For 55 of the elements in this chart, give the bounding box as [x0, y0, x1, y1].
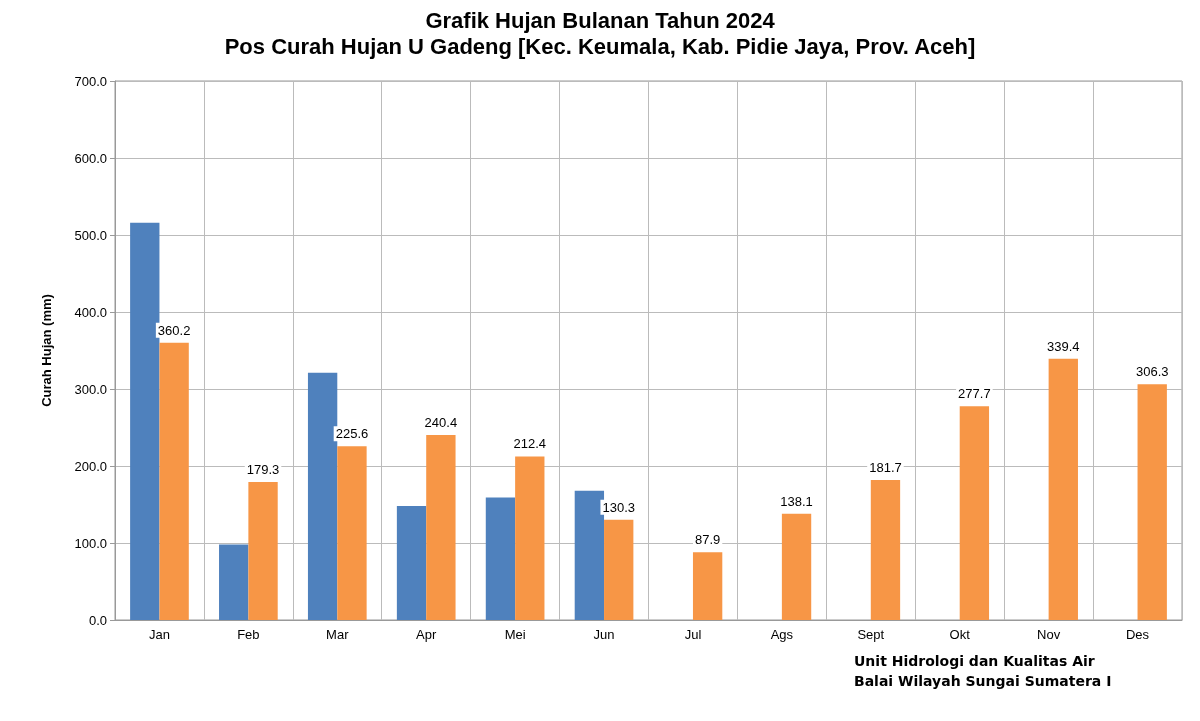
y-tick-label: 300.0	[74, 381, 107, 397]
data-label: 240.4	[424, 414, 458, 430]
y-tick-label: 400.0	[74, 304, 107, 320]
bar	[159, 342, 189, 620]
x-tick-label: Sept	[857, 627, 885, 642]
data-label: 212.4	[513, 436, 547, 452]
x-tick-label: Jun	[593, 627, 615, 642]
bar	[781, 513, 812, 620]
data-label: 179.3	[246, 461, 280, 477]
bar	[959, 406, 990, 620]
data-label: 360.2	[157, 322, 191, 338]
y-tick-label: 500.0	[74, 227, 107, 243]
x-tick-label: Jul	[684, 627, 702, 642]
bar	[1137, 384, 1167, 620]
x-tick-label: Jan	[148, 627, 170, 642]
chart-title: Grafik Hujan Bulanan Tahun 2024	[425, 7, 776, 33]
x-tick-label: Nov	[1037, 627, 1061, 642]
data-label: 225.6	[335, 426, 369, 442]
bar	[515, 456, 545, 620]
bar	[337, 446, 367, 620]
y-tick-label: 700.0	[74, 73, 107, 89]
bar	[574, 490, 605, 620]
data-label: 306.3	[1135, 364, 1169, 380]
data-label: 87.9	[694, 532, 721, 548]
bar	[604, 519, 634, 620]
x-tick-label: Feb	[237, 627, 260, 642]
y-tick-label: 0.0	[88, 612, 107, 628]
bar	[219, 544, 249, 620]
y-axis-title: Curah Hujan (mm)	[39, 294, 54, 407]
bar	[426, 434, 456, 620]
bar	[485, 497, 516, 620]
bar	[692, 552, 723, 620]
y-tick-label: 600.0	[74, 150, 107, 166]
x-tick-label: Mar	[326, 627, 350, 642]
y-tick-label: 100.0	[74, 535, 107, 551]
x-tick-label: Des	[1125, 627, 1150, 642]
text: Unit Hidrologi dan Kualitas Air	[854, 653, 1095, 669]
bar	[248, 481, 278, 620]
data-label: 339.4	[1047, 338, 1080, 354]
data-label: 277.7	[958, 386, 991, 402]
text: Balai Wilayah Sungai Sumatera I	[854, 673, 1112, 689]
bar	[1048, 358, 1078, 620]
bar	[307, 372, 338, 620]
x-tick-label: Okt	[949, 627, 971, 642]
y-tick-label: 200.0	[74, 458, 107, 474]
data-label: 181.7	[869, 460, 902, 476]
data-label: 130.3	[602, 499, 635, 515]
x-tick-label: Mei	[504, 627, 526, 642]
bar	[396, 506, 427, 620]
x-tick-label: Ags	[770, 627, 794, 642]
x-tick-label: Apr	[416, 627, 437, 642]
bar	[870, 480, 901, 620]
bar	[130, 222, 160, 620]
chart-subtitle: Pos Curah Hujan U Gadeng [Kec. Keumala, Kab. Pidie Jaya, Prov. Aceh]	[224, 33, 976, 59]
data-label: 138.1	[780, 493, 813, 509]
